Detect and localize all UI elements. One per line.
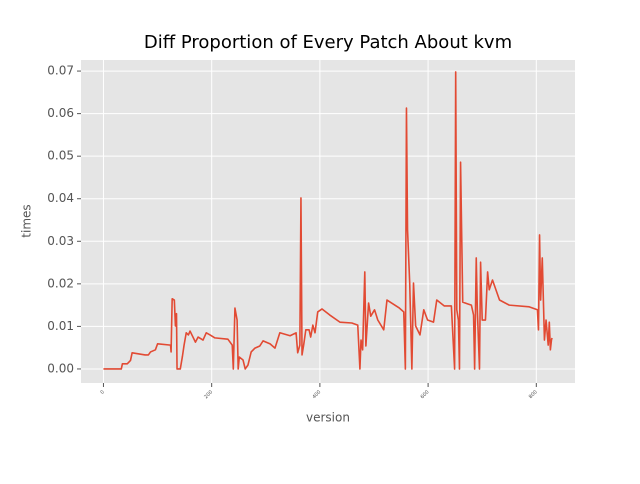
y-tick-label: 0.01 bbox=[47, 319, 74, 333]
plot-area bbox=[81, 60, 575, 383]
y-tick-label: 0.00 bbox=[47, 361, 74, 375]
y-tick-label: 0.05 bbox=[47, 149, 74, 163]
y-tick-label: 0.04 bbox=[47, 191, 74, 205]
chart-title: Diff Proportion of Every Patch About kvm bbox=[144, 32, 512, 53]
x-tick-label: 600 bbox=[420, 389, 431, 400]
data-line bbox=[103, 71, 553, 370]
y-tick-label: 0.06 bbox=[47, 106, 74, 120]
x-axis-label: version bbox=[306, 411, 350, 425]
y-tick-label: 0.03 bbox=[47, 234, 74, 248]
y-tick-label: 0.02 bbox=[47, 276, 74, 290]
x-tick-label: 400 bbox=[311, 389, 322, 400]
x-tick-label: 800 bbox=[528, 389, 539, 400]
x-tick-label: 200 bbox=[203, 389, 214, 400]
x-tick-label: 0 bbox=[99, 389, 105, 395]
y-tick-label: 0.07 bbox=[47, 64, 74, 78]
y-axis-label: times bbox=[20, 204, 34, 237]
